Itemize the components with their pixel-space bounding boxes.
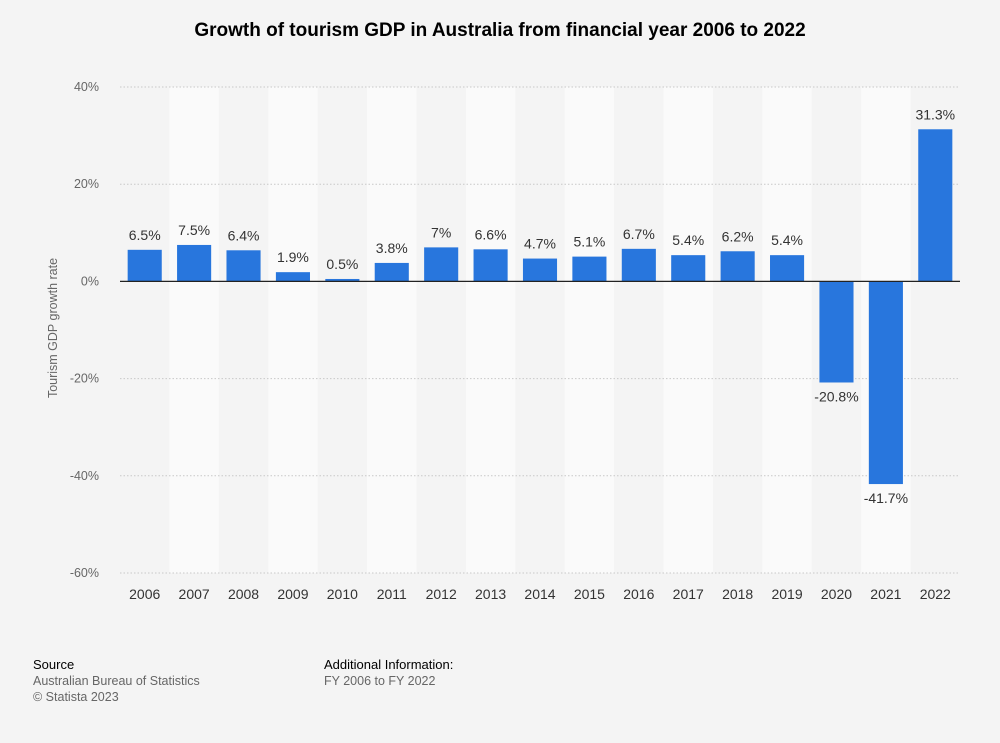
value-label-2012: 7%	[431, 224, 451, 240]
x-tick-label: 2014	[524, 586, 555, 602]
value-label-2019: 5.4%	[771, 232, 803, 248]
value-label-2018: 6.2%	[722, 228, 754, 244]
bar-2015[interactable]	[572, 256, 607, 282]
bar-2006[interactable]	[127, 249, 162, 282]
band-2007	[169, 87, 219, 573]
value-label-2010: 0.5%	[326, 256, 358, 272]
bar-2013[interactable]	[473, 249, 508, 282]
additional-info-heading: Additional Information:	[324, 657, 454, 672]
bar-2010[interactable]	[325, 278, 360, 282]
value-label-2013: 6.6%	[475, 226, 507, 242]
band-2013	[465, 87, 516, 573]
additional-info-block: Additional Information: FY 2006 to FY 20…	[324, 657, 453, 689]
bar-2016[interactable]	[621, 248, 656, 282]
y-axis-label: Tourism GDP growth rate	[46, 258, 60, 398]
value-labels: 6.5% 7.5% 6.4% 1.9% 0.5% 3.8% 7% 6.6% 4.7% 5.1% 6.…	[129, 106, 955, 506]
x-tick-label: 2008	[228, 586, 259, 602]
y-axis-ticks: 40% 20% 0% -20% -40% -60%	[70, 80, 99, 580]
x-tick-label: 2011	[377, 586, 407, 602]
copyright: © Statista 2023	[33, 690, 119, 704]
x-tick-label: 2022	[920, 586, 951, 602]
x-tick-label: 2019	[771, 586, 802, 602]
value-label-2014: 4.7%	[524, 236, 556, 252]
y-tick-label: 0%	[81, 274, 99, 288]
bar-2009[interactable]	[275, 272, 310, 282]
y-tick-label: -60%	[70, 566, 99, 580]
bar-2007[interactable]	[177, 244, 212, 282]
x-tick-label: 2009	[277, 586, 308, 602]
x-tick-label: 2021	[870, 586, 901, 602]
additional-info-text: FY 2006 to FY 2022	[324, 674, 436, 688]
y-tick-label: -20%	[70, 372, 99, 386]
value-label-2016: 6.7%	[623, 226, 655, 242]
bar-2022[interactable]	[918, 129, 953, 282]
y-tick-label: 40%	[74, 80, 99, 94]
x-tick-label: 2016	[623, 586, 654, 602]
x-tick-label: 2006	[129, 586, 160, 602]
bar-2008[interactable]	[226, 250, 261, 282]
y-tick-label: -40%	[70, 469, 99, 483]
x-tick-label: 2017	[673, 586, 704, 602]
band-2009	[268, 87, 318, 573]
x-axis-ticks: 2006 2007 2008 2009 2010 2011 2012 2013 2014 2015…	[129, 586, 951, 602]
x-tick-label: 2007	[179, 586, 210, 602]
bar-2020[interactable]	[819, 281, 854, 383]
chart: 6.5% 7.5% 6.4% 1.9% 0.5% 3.8% 7% 6.6% 4.7% 5.1% 6.…	[46, 80, 960, 602]
value-label-2020: -20.8%	[814, 388, 858, 404]
x-tick-label: 2020	[821, 586, 852, 602]
x-tick-label: 2015	[574, 586, 605, 602]
value-label-2007: 7.5%	[178, 222, 210, 238]
bar-2014[interactable]	[522, 258, 558, 282]
band-2017	[663, 87, 713, 573]
value-label-2009: 1.9%	[277, 249, 309, 265]
value-label-2022: 31.3%	[915, 106, 955, 122]
x-tick-label: 2010	[327, 586, 358, 602]
value-label-2015: 5.1%	[573, 234, 605, 250]
chart-title: Growth of tourism GDP in Australia from …	[194, 20, 806, 41]
source-heading: Source	[33, 657, 75, 672]
bar-2021[interactable]	[868, 281, 903, 485]
bar-2018[interactable]	[720, 251, 755, 282]
bar-2011[interactable]	[374, 262, 409, 282]
band-2015	[564, 87, 615, 573]
x-tick-label: 2013	[475, 586, 506, 602]
value-label-2011: 3.8%	[376, 240, 408, 256]
gridlines	[120, 86, 960, 574]
band-2019	[762, 87, 812, 573]
bar-2012[interactable]	[424, 247, 459, 282]
bars	[127, 129, 953, 485]
value-label-2008: 6.4%	[228, 227, 260, 243]
source-name: Australian Bureau of Statistics	[33, 674, 200, 688]
source-block: Source Australian Bureau of Statistics ©…	[33, 657, 200, 705]
x-tick-label: 2018	[722, 586, 753, 602]
bar-2019[interactable]	[770, 255, 805, 282]
value-label-2021: -41.7%	[864, 490, 908, 506]
value-label-2006: 6.5%	[129, 227, 161, 243]
value-label-2017: 5.4%	[672, 232, 704, 248]
band-2011	[367, 87, 417, 573]
x-tick-label: 2012	[426, 586, 457, 602]
alternate-bands	[169, 87, 911, 573]
bar-2017[interactable]	[671, 255, 706, 282]
y-tick-label: 20%	[74, 177, 99, 191]
